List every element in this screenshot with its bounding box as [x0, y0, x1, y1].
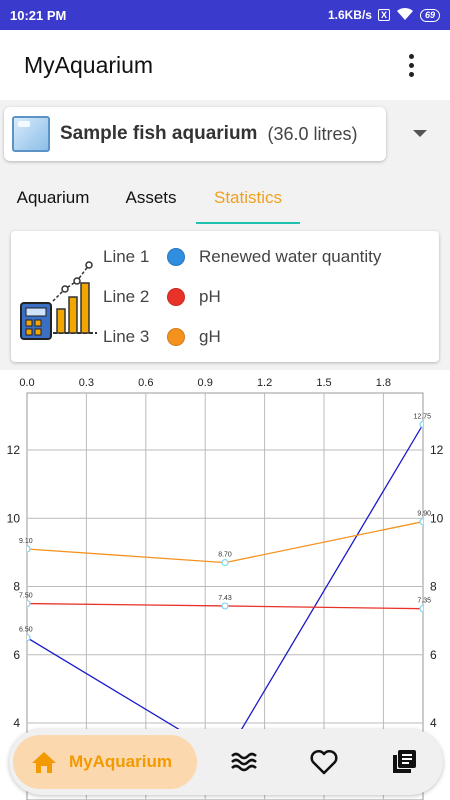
data-label: 8.70 [218, 552, 232, 559]
data-point [419, 605, 423, 613]
tab-aquarium[interactable]: Aquarium [16, 188, 90, 207]
nav-home-label: MyAquarium [69, 752, 172, 771]
x-tick-label: 1.8 [376, 377, 391, 389]
legend-item: Line 2 pH [103, 277, 221, 317]
app-bar: MyAquarium [0, 30, 450, 100]
y-tick-label-right: 4 [430, 716, 437, 730]
legend-label: pH [199, 287, 221, 306]
x-tick-label: 0.9 [198, 377, 213, 389]
bottom-navigation: MyAquarium [9, 729, 443, 795]
y-tick-label-left: 6 [13, 648, 20, 662]
data-label: 7.35 [417, 598, 431, 605]
aquarium-volume: (36.0 litres) [267, 123, 358, 144]
y-tick-label-left: 12 [7, 443, 21, 457]
home-icon [32, 752, 56, 773]
data-point [27, 634, 31, 642]
legend-line-label: Line 3 [103, 327, 150, 346]
aquarium-tank-icon [12, 116, 50, 152]
network-speed: 1.6KB/s [327, 8, 372, 22]
data-point [221, 559, 229, 567]
x-tick-label: 1.5 [316, 377, 331, 389]
tab-assets[interactable]: Assets [125, 188, 177, 207]
data-label: 12.75 [413, 413, 431, 420]
wifi-icon [396, 7, 414, 24]
data-label: 9.90 [417, 511, 431, 518]
y-tick-label-left: 8 [13, 580, 20, 594]
sim-indicator: X [377, 9, 390, 21]
tab-statistics[interactable]: Statistics [196, 170, 300, 226]
battery-indicator: 69 [419, 8, 440, 22]
aquarium-name: Sample fish aquarium [60, 123, 258, 144]
legend-label: gH [199, 327, 221, 346]
water-waves-icon[interactable] [229, 747, 259, 777]
book-icon[interactable] [389, 747, 419, 777]
x-tick-label: 0.6 [138, 377, 153, 389]
legend-label: Renewed water quantity [199, 247, 382, 266]
statistics-chart[interactable]: 0.0 0.3 0.6 0.9 1.2 1.5 1.8 12 12 10 10 8 8 6 6 4 4 6.50 1… [0, 370, 450, 800]
nav-home-button[interactable]: MyAquarium [13, 735, 197, 789]
legend-item: Line 1 Renewed water quantity [103, 237, 381, 277]
legend-dot-blue [167, 248, 185, 266]
data-point [27, 545, 31, 553]
legend-line-label: Line 1 [103, 247, 150, 266]
aquarium-selector[interactable]: Sample fish aquarium (36.0 litres) [4, 107, 386, 161]
y-tick-label-left: 10 [7, 511, 21, 525]
legend-line-label: Line 2 [103, 287, 150, 306]
data-point [27, 599, 31, 608]
y-tick-label-right: 8 [430, 580, 437, 594]
legend-card: Line 1 Renewed water quantity Line 2 pH … [11, 231, 439, 362]
legend-dot-red [167, 288, 185, 306]
more-vert-icon[interactable] [396, 50, 426, 80]
legend-dot-orange [167, 328, 185, 346]
dropdown-arrow-icon[interactable] [413, 130, 427, 137]
y-tick-label-right: 6 [430, 648, 437, 662]
data-label: 7.50 [19, 593, 33, 600]
data-point [419, 518, 423, 526]
series-group [27, 420, 423, 761]
x-tick-label: 0.0 [19, 377, 34, 389]
statistics-chart-icon [20, 261, 97, 340]
data-label: 7.43 [218, 595, 232, 602]
y-tick-label-right: 12 [430, 443, 444, 457]
app-title: MyAquarium [24, 51, 154, 78]
tab-bar: Aquarium Assets Statistics [0, 170, 450, 226]
x-tick-label: 0.3 [79, 377, 94, 389]
status-bar: 10:21 PM 1.6KB/s X 69 [0, 0, 450, 30]
data-label: 9.10 [19, 538, 33, 545]
aquarium-selector-row: Sample fish aquarium (36.0 litres) [0, 100, 450, 170]
x-tick-label: 1.2 [257, 377, 272, 389]
plot-frame [26, 392, 424, 800]
data-point [221, 602, 229, 610]
y-tick-label-right: 10 [430, 511, 444, 525]
status-time: 10:21 PM [10, 7, 67, 23]
y-tick-label-left: 4 [13, 716, 20, 730]
status-indicators: 1.6KB/s X 69 [328, 7, 440, 24]
legend-item: Line 3 gH [103, 317, 221, 357]
heart-icon[interactable] [309, 747, 339, 777]
data-label: 6.50 [19, 627, 33, 634]
data-point [419, 420, 423, 429]
